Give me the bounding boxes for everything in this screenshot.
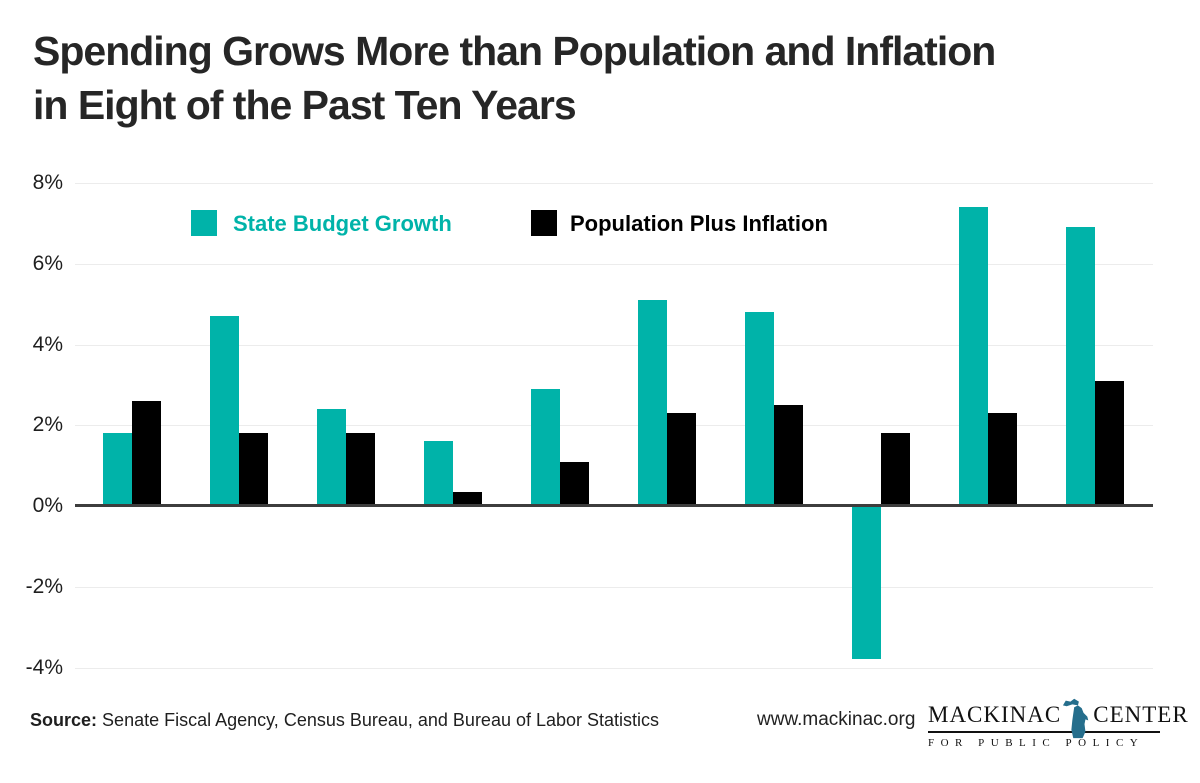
legend-label-state-budget-growth: State Budget Growth (233, 211, 452, 236)
bar-state-budget-growth (745, 312, 774, 506)
gridline (75, 586, 1153, 588)
logo-name-right: CENTER (1093, 702, 1189, 727)
bar-population-plus-inflation (667, 413, 696, 506)
bar-population-plus-inflation (560, 461, 589, 506)
x-axis-line (75, 504, 1153, 507)
bar-state-budget-growth (424, 441, 453, 506)
gridline (75, 425, 1153, 427)
y-axis-tick-label: -2% (25, 574, 63, 598)
bar-population-plus-inflation (988, 413, 1017, 506)
legend-swatch-population-plus-inflation (531, 210, 557, 236)
bar-population-plus-inflation (881, 433, 910, 506)
bar-state-budget-growth (959, 207, 988, 506)
website-url: www.mackinac.org (757, 709, 916, 730)
gridline (75, 344, 1153, 346)
source-label: Source: (30, 710, 98, 730)
page-title-line-2: in Eight of the Past Ten Years (33, 82, 577, 128)
y-axis-tick-label: 4% (32, 332, 63, 356)
logo-tagline: FOR PUBLIC POLICY (928, 737, 1145, 749)
y-axis-tick-label: -4% (25, 655, 63, 679)
bar-state-budget-growth (103, 433, 132, 506)
page-title: Spending Grows More than Population and … (33, 24, 996, 132)
bar-population-plus-inflation (453, 491, 482, 506)
logo-name-left: MACKINAC (928, 702, 1062, 727)
michigan-state-icon (1063, 698, 1089, 739)
y-axis-tick-label: 2% (32, 413, 63, 437)
bar-population-plus-inflation (239, 433, 268, 506)
bar-population-plus-inflation (1095, 380, 1124, 506)
bar-state-budget-growth (1066, 227, 1095, 506)
bar-state-budget-growth (317, 409, 346, 506)
source-line: Source: Senate Fiscal Agency, Census Bur… (30, 708, 659, 732)
bar-population-plus-inflation (346, 433, 375, 506)
page-title-line-1: Spending Grows More than Population and … (33, 28, 996, 74)
logo-divider-line (928, 731, 1160, 733)
gridline (75, 183, 1153, 184)
y-axis-tick-label: 6% (32, 251, 63, 275)
y-axis-tick-label: 0% (32, 494, 63, 517)
gridline (75, 667, 1153, 669)
y-axis-tick-label: 8% (32, 171, 63, 194)
bar-state-budget-growth (210, 316, 239, 506)
bar-state-budget-growth (531, 388, 560, 506)
bar-population-plus-inflation (774, 405, 803, 506)
bar-state-budget-growth (852, 506, 881, 660)
gridline (75, 263, 1153, 265)
mackinac-center-logo: MACKINAC CENTER FOR PUBLIC POLICY (928, 694, 1188, 749)
logo-name-row: MACKINAC CENTER (928, 694, 1188, 739)
source-text: Senate Fiscal Agency, Census Bureau, and… (102, 710, 660, 730)
legend-label-population-plus-inflation: Population Plus Inflation (570, 211, 828, 236)
legend-swatch-state-budget-growth (191, 210, 217, 236)
bar-state-budget-growth (638, 300, 667, 506)
bar-population-plus-inflation (132, 401, 161, 506)
